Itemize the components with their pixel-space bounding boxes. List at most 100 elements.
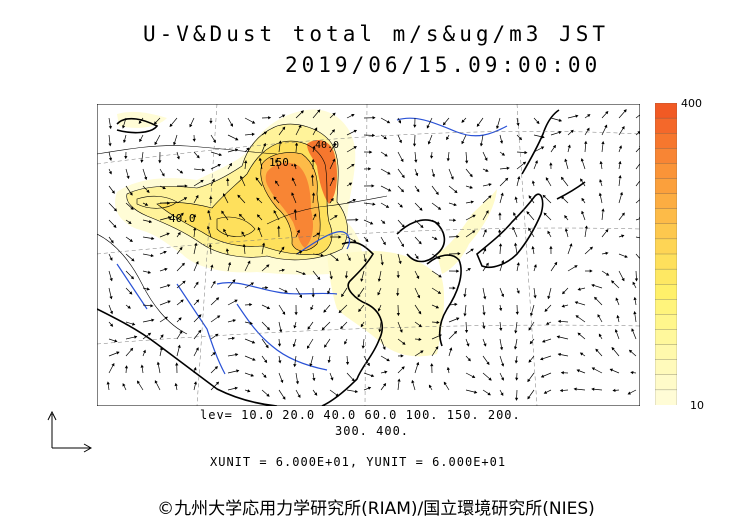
wind-arrowhead xyxy=(129,291,133,295)
wind-arrowhead xyxy=(317,276,321,281)
wind-arrowhead xyxy=(399,329,403,333)
wind-arrowhead xyxy=(558,118,563,122)
wind-arrowhead xyxy=(138,120,142,125)
wind-arrowhead xyxy=(372,202,376,206)
wind-arrowhead xyxy=(265,344,269,349)
wind-arrowhead xyxy=(500,392,504,396)
wind-arrowhead xyxy=(344,341,348,345)
wind-arrowhead xyxy=(137,380,141,384)
wind-arrowhead xyxy=(446,158,450,162)
wind-arrowhead xyxy=(140,159,144,163)
wind-arrowhead xyxy=(514,196,518,200)
wind-arrowhead xyxy=(382,241,386,246)
wind-arrowhead xyxy=(353,146,357,150)
wind-arrowhead xyxy=(212,280,216,285)
wind-arrowhead xyxy=(327,359,331,364)
wind-arrowhead xyxy=(247,389,251,393)
contour-label-40-west: 40.0 xyxy=(169,212,196,225)
wind-arrowhead xyxy=(545,177,549,181)
wind-arrowhead xyxy=(545,321,550,325)
wind-arrowhead xyxy=(634,278,639,282)
wind-arrowhead xyxy=(353,129,358,133)
wind-arrowhead xyxy=(580,178,584,182)
wind-arrowhead xyxy=(464,329,469,334)
wind-arrowhead xyxy=(312,145,316,149)
wind-arrowhead xyxy=(156,361,160,365)
wind-arrowhead xyxy=(210,264,214,268)
wind-arrowhead xyxy=(446,366,450,371)
wind-arrowhead xyxy=(338,235,342,239)
wind-arrowhead xyxy=(144,202,149,206)
wind-arrowhead xyxy=(412,143,417,147)
wind-arrowhead xyxy=(438,334,442,338)
wind-arrowhead xyxy=(244,160,248,164)
wind-arrowhead xyxy=(527,378,531,383)
wind-arrowhead xyxy=(589,246,593,250)
wind-arrowhead xyxy=(106,381,110,385)
colorbar-segment xyxy=(655,359,677,376)
wind-arrowhead xyxy=(154,380,158,384)
wind-arrowhead xyxy=(429,155,434,159)
wind-arrowhead xyxy=(282,126,286,130)
wind-arrowhead xyxy=(128,220,132,224)
wind-arrowhead xyxy=(398,139,402,144)
wind-arrowhead xyxy=(498,229,502,233)
wind-arrowhead xyxy=(450,176,454,180)
wind-arrowhead xyxy=(282,396,286,400)
title-datetime: 2019/06/15.09:00:00 xyxy=(285,53,602,77)
wind-arrowhead xyxy=(294,142,299,146)
wind-arrowhead xyxy=(310,174,315,178)
wind-arrowhead xyxy=(361,345,365,349)
wind-arrowhead xyxy=(167,216,172,220)
colorbar-segment xyxy=(655,284,677,300)
wind-arrowhead xyxy=(206,225,211,230)
wind-arrowhead xyxy=(166,232,170,236)
wind-arrowhead xyxy=(352,198,357,202)
wind-arrowhead xyxy=(193,381,197,385)
wind-arrowhead xyxy=(348,182,353,186)
wind-arrowhead xyxy=(549,245,553,249)
wind-arrowhead xyxy=(522,161,527,165)
wind-arrowhead xyxy=(416,188,420,193)
wind-arrowhead xyxy=(255,177,259,181)
wind-arrowhead xyxy=(151,318,155,322)
wind-arrowhead xyxy=(345,361,350,366)
wind-arrowhead xyxy=(147,270,152,274)
wind-arrowhead xyxy=(158,160,162,164)
wind-arrowhead xyxy=(601,208,605,212)
colorbar-segment xyxy=(655,374,677,391)
wind-arrowhead xyxy=(528,227,532,231)
wind-arrowhead xyxy=(416,361,420,366)
wind-arrowhead xyxy=(215,381,220,385)
wind-arrowhead xyxy=(162,186,166,190)
wind-arrow xyxy=(635,218,640,221)
wind-arrowhead xyxy=(294,312,298,316)
wind-arrowhead xyxy=(604,124,608,128)
wind-arrowhead xyxy=(564,158,568,162)
wind-arrowhead xyxy=(256,197,260,201)
wind-arrowhead xyxy=(516,290,520,294)
wind-arrowhead xyxy=(540,146,545,150)
wind-arrowhead xyxy=(619,191,623,196)
wind-arrowhead xyxy=(575,315,579,319)
wind-arrowhead xyxy=(201,168,206,172)
wind-arrowhead xyxy=(114,339,118,343)
wind-arrowhead xyxy=(150,304,154,308)
wind-arrowhead xyxy=(316,232,320,236)
wind-arrowhead xyxy=(574,265,578,269)
wind-arrowhead xyxy=(587,114,591,118)
wind-arrowhead xyxy=(456,317,460,321)
wind-arrowhead xyxy=(266,393,270,397)
wind-arrowhead xyxy=(180,212,184,216)
colorbar-segment xyxy=(655,268,677,285)
wind-arrowhead xyxy=(437,206,442,210)
wind-arrowhead xyxy=(161,173,165,177)
wind-arrowhead xyxy=(417,294,421,299)
wind-arrowhead xyxy=(419,207,423,211)
wind-arrowhead xyxy=(241,231,245,235)
wind-arrowhead xyxy=(506,166,510,170)
wind-arrowhead xyxy=(273,196,277,200)
wind-arrowhead xyxy=(176,156,180,160)
wind-arrowhead xyxy=(483,247,487,252)
wind-arrowhead xyxy=(486,361,490,366)
